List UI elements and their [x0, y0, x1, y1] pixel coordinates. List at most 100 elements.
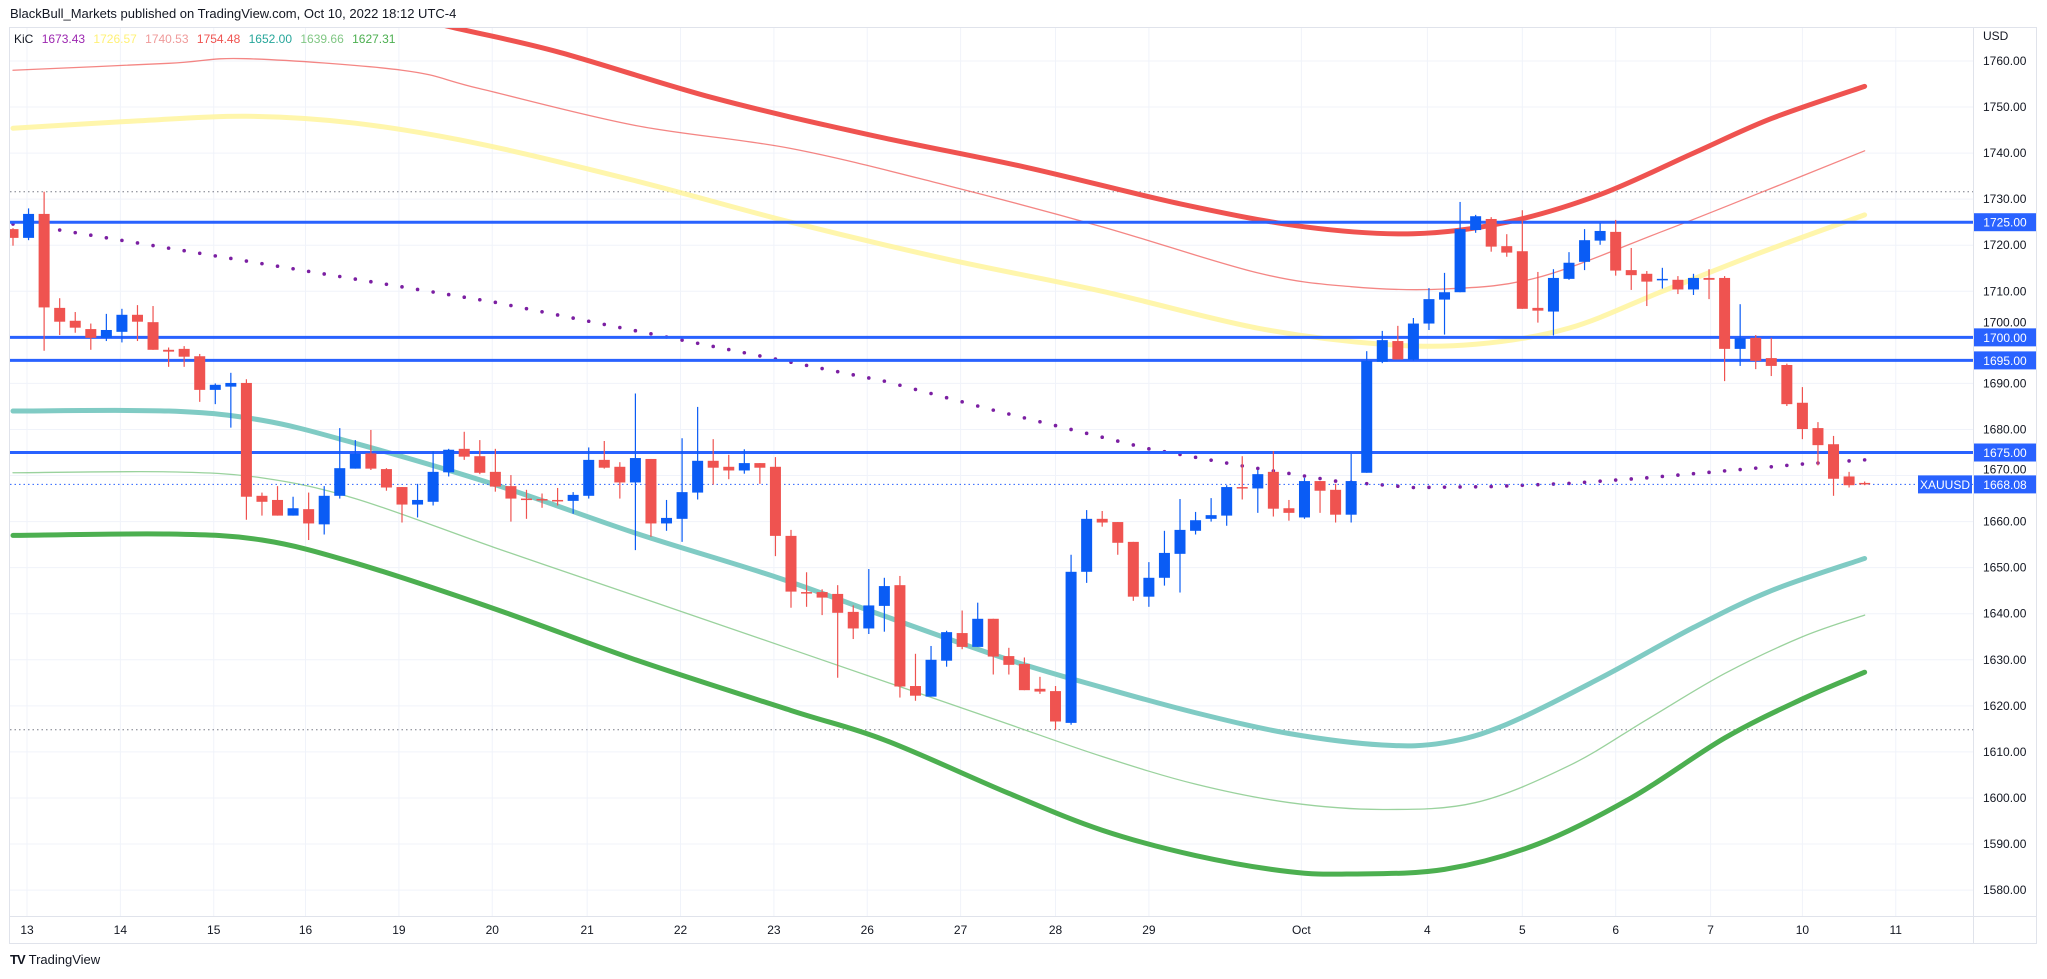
candle[interactable]: [1314, 481, 1326, 513]
candle[interactable]: [1439, 272, 1451, 335]
candle[interactable]: [287, 496, 299, 516]
candle[interactable]: [1361, 351, 1373, 473]
candle[interactable]: [116, 308, 128, 343]
candle[interactable]: [987, 618, 999, 675]
candle[interactable]: [100, 313, 112, 342]
candle[interactable]: [1703, 269, 1715, 300]
candle[interactable]: [23, 208, 35, 241]
candle[interactable]: [1625, 248, 1637, 290]
candle[interactable]: [194, 353, 206, 402]
price-axis[interactable]: 1760.00 1750.00 1740.00 1730.00 1720.00 1710.…: [1983, 29, 2027, 897]
candle[interactable]: [318, 486, 330, 535]
candle[interactable]: [1579, 229, 1591, 271]
candle[interactable]: [941, 630, 953, 667]
candle[interactable]: [209, 383, 221, 405]
candle[interactable]: [832, 585, 844, 678]
candle[interactable]: [1376, 330, 1388, 364]
candle[interactable]: [54, 298, 66, 336]
candle[interactable]: [1828, 435, 1840, 496]
candle[interactable]: [1796, 387, 1808, 440]
candle[interactable]: [303, 492, 315, 541]
candle[interactable]: [1003, 647, 1015, 675]
candle[interactable]: [972, 602, 984, 647]
tradingview-logo[interactable]: TV TradingView: [10, 952, 100, 967]
candle[interactable]: [131, 305, 143, 342]
candle[interactable]: [1470, 214, 1482, 233]
candle[interactable]: [147, 306, 159, 350]
candle[interactable]: [1158, 530, 1170, 586]
candle[interactable]: [1563, 252, 1575, 280]
candle[interactable]: [676, 438, 688, 542]
candle[interactable]: [1127, 541, 1139, 601]
candle[interactable]: [692, 406, 704, 500]
candle[interactable]: [85, 323, 97, 350]
candle[interactable]: [163, 347, 175, 367]
candle[interactable]: [1143, 562, 1155, 607]
candle[interactable]: [1485, 217, 1497, 252]
candle[interactable]: [1719, 276, 1731, 382]
candle[interactable]: [1065, 554, 1077, 725]
candle[interactable]: [396, 487, 408, 523]
candle[interactable]: [474, 440, 486, 475]
candle[interactable]: [629, 393, 641, 551]
candle[interactable]: [489, 448, 501, 492]
candle[interactable]: [1018, 657, 1030, 691]
candle[interactable]: [1843, 471, 1855, 488]
candle[interactable]: [769, 457, 781, 557]
candle[interactable]: [1190, 511, 1202, 535]
candle[interactable]: [863, 569, 875, 634]
candle[interactable]: [723, 454, 735, 480]
candle[interactable]: [178, 346, 190, 367]
candle[interactable]: [1672, 276, 1684, 295]
candle[interactable]: [1407, 318, 1419, 361]
candle[interactable]: [8, 228, 19, 246]
candle[interactable]: [1330, 483, 1342, 523]
candle[interactable]: [349, 440, 361, 469]
indicator-legend[interactable]: KiC 1673.43 1726.57 1740.53 1754.48 1652…: [14, 32, 400, 46]
candle[interactable]: [1298, 477, 1310, 519]
candle[interactable]: [1656, 267, 1668, 289]
candle[interactable]: [240, 379, 252, 520]
candle[interactable]: [552, 487, 564, 506]
candle[interactable]: [1081, 510, 1093, 583]
candle[interactable]: [1174, 499, 1186, 593]
candle[interactable]: [1034, 676, 1046, 694]
candle[interactable]: [1781, 363, 1793, 406]
candle[interactable]: [365, 429, 377, 471]
candle[interactable]: [1112, 522, 1124, 555]
candle[interactable]: [256, 492, 268, 516]
candle[interactable]: [334, 428, 346, 499]
candle[interactable]: [878, 577, 890, 632]
candle[interactable]: [1532, 271, 1544, 323]
candle[interactable]: [583, 447, 595, 499]
candle[interactable]: [1283, 499, 1295, 521]
candle[interactable]: [1205, 498, 1217, 522]
candle[interactable]: [598, 440, 610, 469]
candle[interactable]: [536, 493, 548, 508]
time-axis[interactable]: 13 14 15 16 19 20 21 22 23 26 27 28 29 Oct 4 5 6 7 10 11: [20, 923, 1902, 937]
candle[interactable]: [1423, 288, 1435, 330]
candle[interactable]: [816, 589, 828, 616]
candle[interactable]: [1252, 470, 1264, 513]
candle[interactable]: [1454, 201, 1466, 293]
candle[interactable]: [272, 486, 284, 516]
candle[interactable]: [1267, 451, 1279, 517]
candle[interactable]: [956, 610, 968, 650]
candle[interactable]: [707, 439, 719, 485]
candle[interactable]: [412, 483, 424, 518]
candle[interactable]: [1236, 456, 1248, 500]
candle[interactable]: [1050, 686, 1062, 730]
candle[interactable]: [1610, 219, 1622, 276]
candle[interactable]: [69, 312, 81, 333]
candle[interactable]: [1594, 223, 1606, 245]
candle[interactable]: [847, 605, 859, 640]
candle[interactable]: [661, 499, 673, 531]
candle[interactable]: [38, 191, 50, 351]
candle[interactable]: [1734, 304, 1746, 366]
candle[interactable]: [785, 529, 797, 608]
candle[interactable]: [567, 492, 579, 514]
candle[interactable]: [1547, 269, 1559, 336]
candle[interactable]: [1687, 273, 1699, 295]
candle[interactable]: [458, 431, 470, 460]
